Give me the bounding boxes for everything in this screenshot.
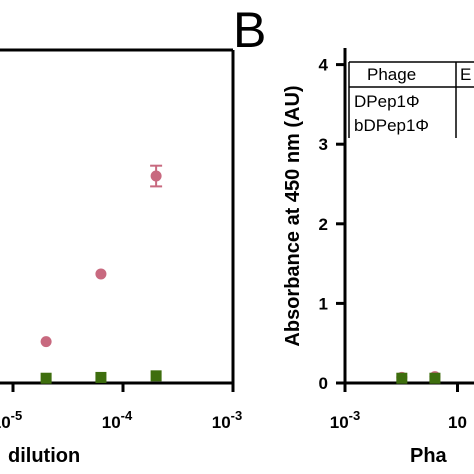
panel-b-x-tick-label-0: 10-3 — [330, 408, 360, 432]
panel-b-legend: Phage E DPep1Φ bDPep1Φ — [348, 61, 474, 138]
panel-a-x-ticks: 10-5 10-4 10-3 — [0, 383, 242, 432]
panel-a-circle-point — [40, 336, 52, 348]
panel-a-square-point — [40, 372, 52, 384]
panel-letter-b: B — [233, 2, 266, 58]
panel-b-square-point — [429, 372, 441, 384]
panel-b-y-tick-label-3: 3 — [319, 135, 328, 154]
legend-row-bdpep1: bDPep1Φ — [354, 116, 429, 135]
panel-a-square-point — [150, 370, 162, 382]
panel-b-y-ticks: 0 1 2 3 4 — [319, 56, 345, 393]
panel-b-square-point — [396, 372, 408, 384]
panel-a-x-tick-label-1: 10-4 — [102, 408, 133, 432]
panel-b-x-ticks: 10-3 10 — [330, 383, 467, 432]
panel-a-points — [40, 170, 162, 384]
panel-b-x-axis-title: Pha — [410, 445, 448, 467]
panel-a-circle-point — [150, 170, 162, 182]
panel-a-x-axis-title: dilution — [8, 445, 80, 467]
panel-b-x-tick-label-1: 10 — [448, 413, 467, 432]
panel-b-y-axis-title: Absorbance at 450 nm (AU) — [282, 85, 304, 346]
panel-b-y-tick-label-1: 1 — [319, 294, 328, 313]
panel-a-x-tick-label-0: 10-5 — [0, 408, 22, 432]
legend-header-phage: Phage — [367, 65, 416, 84]
panel-a-square-point — [95, 371, 107, 383]
panel-a-circle-point — [95, 268, 107, 280]
panel-b-y-tick-label-0: 0 — [319, 374, 328, 393]
panel-b-y-tick-label-4: 4 — [319, 56, 329, 75]
legend-row-dpep1: DPep1Φ — [354, 92, 420, 111]
panel-b-points — [396, 371, 441, 384]
panel-a: 10-5 10-4 10-3 dilution — [0, 48, 242, 467]
panel-a-x-tick-label-2: 10-3 — [212, 408, 242, 432]
legend-header-partial: E — [460, 65, 471, 84]
panel-b-y-tick-label-2: 2 — [319, 215, 328, 234]
